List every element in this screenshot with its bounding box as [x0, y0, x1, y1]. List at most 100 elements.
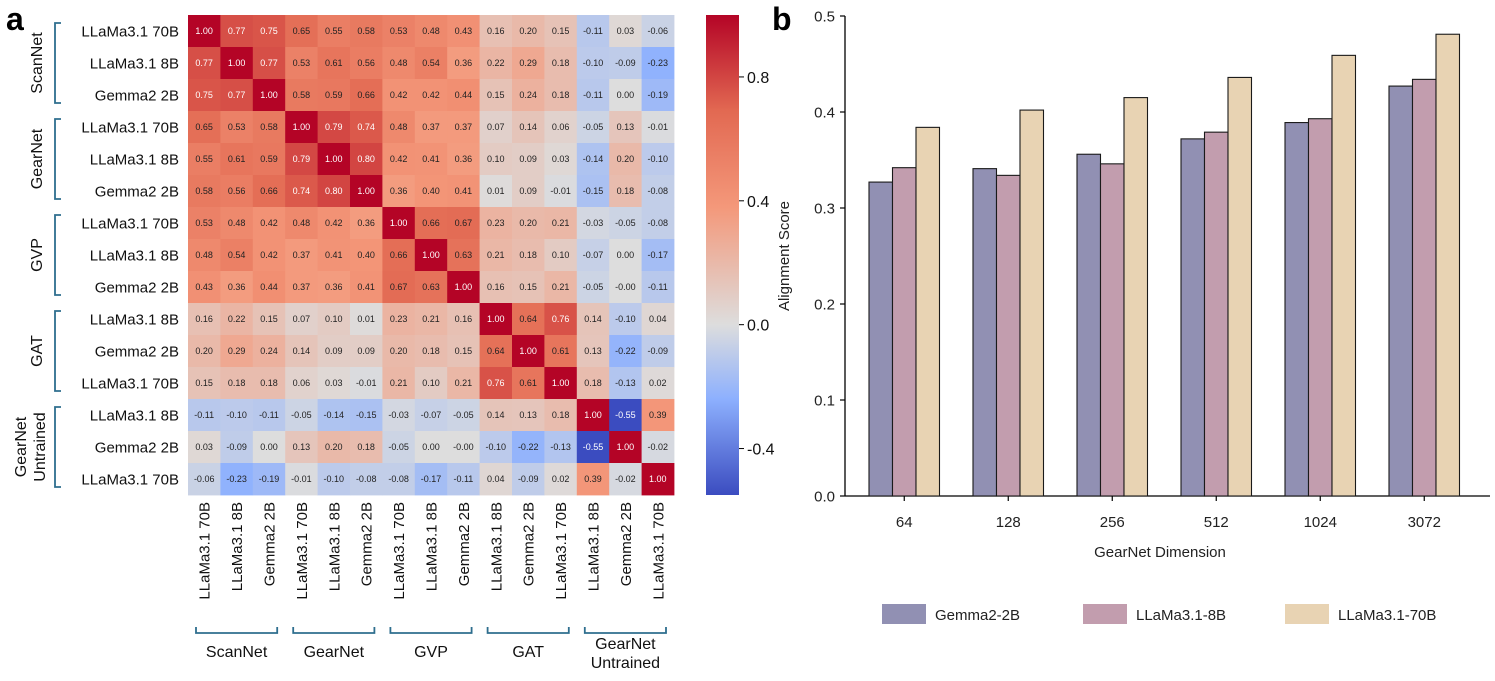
- heatmap-cell-value: -0.00: [453, 442, 474, 452]
- heatmap-cell-value: -0.08: [356, 474, 377, 484]
- heatmap-cell-value: -0.13: [615, 378, 636, 388]
- heatmap-cell-value: 0.64: [487, 346, 505, 356]
- row-group-label: GVP: [29, 238, 46, 272]
- heatmap-cell-value: 0.00: [422, 442, 440, 452]
- heatmap-cell: [641, 175, 675, 208]
- bar-llama3-1-70b: [915, 126, 941, 497]
- heatmap-cell: [479, 207, 513, 240]
- heatmap-cell: [447, 399, 480, 432]
- bar-gemma2-2b: [972, 168, 998, 497]
- y-axis-label: Alignment Score: [776, 201, 793, 311]
- heatmap-cell-value: 0.53: [293, 58, 311, 68]
- heatmap-cell: [447, 47, 480, 80]
- heatmap-cell-value: 0.07: [293, 314, 311, 324]
- heatmap-cell: [641, 271, 675, 304]
- heatmap-row-label: LLaMa3.1 70B: [81, 120, 179, 137]
- heatmap-cell: [220, 367, 254, 400]
- heatmap-cell-value: 0.04: [487, 474, 505, 484]
- heatmap-cell: [414, 303, 448, 336]
- heatmap-cell: [414, 175, 448, 208]
- heatmap-cell-value: -0.10: [324, 474, 345, 484]
- heatmap-cell: [479, 175, 513, 208]
- heatmap-column-label: Gemma2 2B: [521, 502, 538, 586]
- heatmap-cell: [317, 335, 351, 368]
- heatmap-cell: [220, 143, 254, 176]
- heatmap-cell: [479, 143, 513, 176]
- heatmap-cell: [512, 47, 545, 80]
- heatmap-cell: [350, 239, 383, 272]
- heatmap-cell: [317, 431, 351, 464]
- heatmap-cell: [479, 271, 513, 304]
- heatmap-cell: [252, 271, 286, 304]
- heatmap-cell-value: -0.07: [421, 410, 442, 420]
- heatmap-cell-value: 0.48: [422, 26, 440, 36]
- heatmap-cell: [576, 399, 610, 432]
- row-group-bracket: [54, 406, 61, 488]
- heatmap-cell: [641, 399, 675, 432]
- column-group-label: GearNet Untrained: [591, 636, 660, 672]
- heatmap-column-label: LLaMa3.1 70B: [294, 502, 311, 600]
- heatmap-cell-value: 0.61: [519, 378, 537, 388]
- x-ticks: 64 128 256 512 1024 3072: [896, 496, 1441, 531]
- heatmap-cell: [479, 15, 513, 48]
- heatmap-cell: [188, 399, 221, 432]
- heatmap-cell-value: -0.05: [583, 122, 604, 132]
- heatmap-cell: [252, 367, 286, 400]
- heatmap-cell-value: 0.21: [390, 378, 408, 388]
- heatmap-cell-value: 0.75: [195, 90, 213, 100]
- heatmap-cell: [414, 463, 448, 496]
- heatmap-cell-value: -0.11: [583, 26, 603, 36]
- heatmap-cell-value: -0.03: [583, 218, 604, 228]
- heatmap-cell-value: 0.03: [617, 26, 635, 36]
- heatmap-cell: [609, 175, 642, 208]
- heatmap-cell-value: -0.05: [388, 442, 409, 452]
- heatmap-cell: [317, 79, 351, 112]
- bar-llama3-1-8b: [995, 174, 1021, 497]
- heatmap-cell-value: -0.10: [226, 410, 247, 420]
- heatmap-cell-value: 0.64: [519, 314, 537, 324]
- heatmap-cell-value: 0.21: [455, 378, 473, 388]
- heatmap-cell: [285, 399, 318, 432]
- heatmap-cell-value: 0.06: [552, 122, 570, 132]
- x-tick-label: 3072: [1408, 514, 1441, 531]
- heatmap-cell: [447, 79, 480, 112]
- heatmap-cell-value: 0.10: [487, 154, 505, 164]
- heatmap-cell-value: 0.77: [195, 58, 213, 68]
- legend-label: Gemma2-2B: [935, 607, 1020, 624]
- heatmap-cell: [512, 335, 545, 368]
- heatmap-cell-value: 0.09: [325, 346, 343, 356]
- heatmap-cell-value: -0.14: [324, 410, 345, 420]
- heatmap-cell: [382, 143, 416, 176]
- heatmap-cell-value: 0.18: [552, 90, 570, 100]
- heatmap-cell-value: 0.58: [260, 122, 278, 132]
- x-tick-label: 512: [1204, 514, 1229, 531]
- heatmap-cell-value: -0.09: [615, 58, 636, 68]
- heatmap-cell: [479, 367, 513, 400]
- heatmap-cell: [188, 303, 221, 336]
- heatmap-cell: [512, 207, 545, 240]
- heatmap-cell-value: 0.74: [357, 122, 375, 132]
- heatmap-cell: [447, 207, 480, 240]
- heatmap-cell: [350, 303, 383, 336]
- heatmap-cell: [544, 47, 578, 80]
- heatmap-cell-value: 0.18: [552, 58, 570, 68]
- heatmap-cell-value: 0.18: [584, 378, 602, 388]
- heatmap-cell: [285, 47, 318, 80]
- heatmap-cell-value: 0.79: [325, 122, 343, 132]
- heatmap-cell: [576, 207, 610, 240]
- y-tick-label: 0.0: [814, 489, 835, 506]
- heatmap-cell-value: -0.15: [583, 186, 604, 196]
- heatmap-cell-value: 1.00: [649, 474, 667, 484]
- heatmap-cell: [220, 399, 254, 432]
- heatmap-cell: [609, 367, 642, 400]
- heatmap-cell: [447, 303, 480, 336]
- heatmap-cell: [414, 79, 448, 112]
- heatmap-cell-value: 0.18: [260, 378, 278, 388]
- heatmap-cell-value: 0.01: [487, 186, 505, 196]
- heatmap-cell: [447, 175, 480, 208]
- heatmap-cell: [252, 303, 286, 336]
- heatmap-cell: [544, 143, 578, 176]
- heatmap-cell-value: 0.21: [552, 282, 570, 292]
- heatmap-cell: [188, 111, 221, 144]
- heatmap-cell-value: 1.00: [195, 26, 213, 36]
